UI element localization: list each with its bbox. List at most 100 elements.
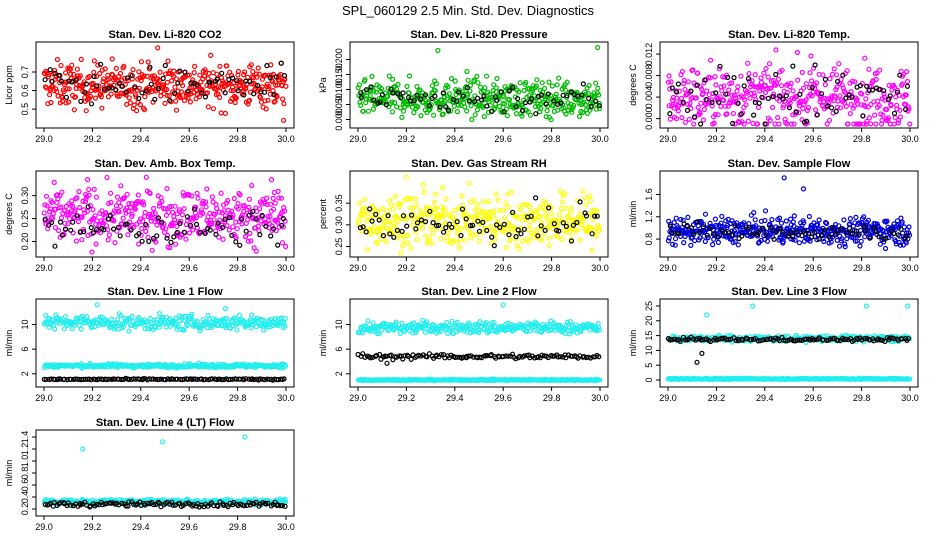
data-point bbox=[702, 77, 708, 83]
data-point bbox=[680, 99, 686, 106]
data-point bbox=[678, 95, 685, 101]
data-point bbox=[241, 203, 247, 209]
data-point bbox=[255, 65, 261, 71]
data-point bbox=[212, 211, 218, 217]
data-point bbox=[719, 213, 725, 219]
data-point bbox=[186, 230, 192, 236]
data-point bbox=[580, 81, 586, 87]
y-tick-label: 15 bbox=[644, 331, 654, 341]
data-point bbox=[270, 79, 276, 85]
data-point bbox=[407, 205, 413, 211]
data-point bbox=[162, 100, 168, 107]
data-point bbox=[93, 194, 100, 200]
data-point bbox=[476, 238, 482, 244]
data-point bbox=[436, 222, 442, 228]
y-axis-label: ml/min bbox=[628, 330, 638, 357]
data-point bbox=[412, 196, 418, 202]
data-point bbox=[805, 230, 812, 236]
data-point bbox=[401, 239, 407, 245]
series-2 bbox=[42, 60, 288, 107]
data-point bbox=[596, 103, 602, 109]
data-point bbox=[242, 212, 248, 218]
data-point bbox=[503, 245, 509, 251]
data-point bbox=[466, 98, 473, 104]
plot-frame bbox=[349, 298, 609, 388]
series-2 bbox=[357, 195, 600, 249]
data-point bbox=[596, 224, 603, 230]
data-point bbox=[695, 104, 701, 111]
data-point bbox=[718, 103, 724, 110]
data-point bbox=[906, 232, 913, 238]
data-point bbox=[791, 121, 797, 127]
data-point bbox=[792, 237, 798, 243]
data-point bbox=[517, 80, 523, 86]
data-point bbox=[124, 191, 130, 197]
data-point bbox=[574, 219, 580, 226]
data-point bbox=[463, 216, 469, 222]
data-point bbox=[383, 218, 389, 224]
data-point bbox=[897, 107, 903, 113]
data-point bbox=[479, 97, 485, 103]
data-point bbox=[831, 66, 837, 72]
data-point bbox=[142, 93, 148, 100]
data-point bbox=[438, 352, 444, 358]
data-point bbox=[861, 121, 867, 127]
data-point bbox=[528, 213, 534, 219]
data-point bbox=[553, 91, 559, 97]
data-point bbox=[883, 235, 889, 241]
data-point bbox=[464, 223, 471, 230]
data-point bbox=[228, 72, 235, 78]
data-point bbox=[561, 190, 568, 196]
data-point bbox=[433, 205, 439, 211]
data-point bbox=[182, 313, 188, 319]
data-point bbox=[52, 67, 58, 74]
data-point bbox=[156, 77, 162, 84]
data-point bbox=[780, 105, 786, 111]
plot-frame bbox=[659, 298, 919, 388]
data-point bbox=[42, 77, 48, 83]
data-point bbox=[538, 220, 545, 226]
data-point bbox=[471, 77, 477, 83]
series-2 bbox=[42, 204, 286, 249]
data-point bbox=[213, 201, 219, 208]
data-point bbox=[762, 82, 768, 89]
series-2 bbox=[358, 81, 602, 117]
x-tick-label: 29.8 bbox=[229, 393, 247, 403]
data-point bbox=[258, 218, 264, 224]
data-point bbox=[794, 49, 801, 56]
data-point bbox=[691, 238, 698, 244]
data-point bbox=[224, 223, 230, 229]
data-point bbox=[411, 320, 417, 326]
data-point bbox=[478, 84, 484, 90]
data-point bbox=[545, 91, 551, 97]
data-point bbox=[585, 95, 592, 102]
data-point bbox=[117, 70, 124, 77]
data-point bbox=[493, 191, 499, 197]
data-point bbox=[135, 192, 141, 198]
data-point bbox=[794, 229, 800, 235]
data-point bbox=[256, 71, 262, 77]
data-point bbox=[156, 376, 162, 382]
data-point bbox=[760, 225, 766, 231]
data-point bbox=[517, 353, 523, 359]
y-tick-label: 20 bbox=[644, 316, 654, 326]
data-point bbox=[231, 195, 237, 202]
data-point bbox=[427, 206, 433, 212]
data-point bbox=[755, 230, 761, 236]
plot-frame bbox=[659, 41, 919, 129]
data-point bbox=[243, 228, 249, 234]
data-point bbox=[904, 233, 910, 239]
data-point bbox=[52, 326, 58, 332]
data-point bbox=[464, 108, 470, 114]
data-point bbox=[846, 225, 853, 231]
data-point bbox=[177, 209, 183, 215]
data-point bbox=[833, 72, 840, 78]
data-point bbox=[483, 73, 490, 79]
data-point bbox=[399, 228, 405, 234]
data-point bbox=[814, 112, 820, 118]
data-point bbox=[569, 109, 575, 115]
data-point bbox=[800, 105, 806, 112]
data-point bbox=[379, 327, 385, 333]
